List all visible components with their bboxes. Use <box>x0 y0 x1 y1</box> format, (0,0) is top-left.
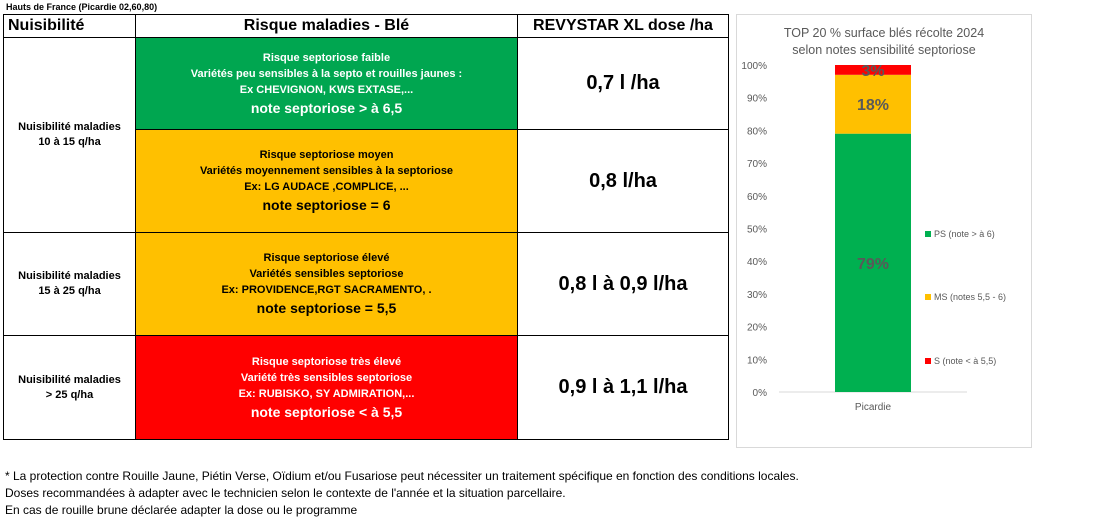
nuisibilite-line2: 10 à 15 q/ha <box>38 136 101 148</box>
dose-cell: 0,9 l à 1,1 l/ha <box>517 335 729 440</box>
table-row: Nuisibilité maladies 10 à 15 q/ha Risque… <box>3 37 729 233</box>
data-label: 18% <box>857 97 889 114</box>
table-row: Risque septoriose moyen Variétés moyenne… <box>4 129 729 233</box>
risk-note: note septoriose > à 6,5 <box>250 99 403 116</box>
risk-level: Risque septoriose faible <box>262 51 391 64</box>
header-dose: REVYSTAR XL dose /ha <box>517 14 729 38</box>
nuisibilite-cell: Nuisibilité maladies 10 à 15 q/ha <box>3 37 136 233</box>
y-tick-label: 10% <box>747 355 767 366</box>
risk-description: Variétés peu sensibles à la septo et rou… <box>190 67 463 80</box>
dose-cell: 0,8 l/ha <box>517 129 729 233</box>
y-tick-label: 30% <box>747 290 767 301</box>
risk-description: Variétés sensibles septoriose <box>249 268 404 280</box>
table-header-row: Nuisibilité Risque maladies - Blé REVYST… <box>3 14 729 38</box>
data-label: 3% <box>861 63 884 80</box>
risk-description: Variétés moyennement sensibles à la sept… <box>199 165 454 177</box>
legend-marker <box>925 358 931 364</box>
risk-note: note septoriose = 6 <box>262 197 391 213</box>
footnote: * La protection contre Rouille Jaune, Pi… <box>5 469 799 483</box>
data-label: 79% <box>857 256 889 273</box>
bar-segment <box>835 133 911 393</box>
risk-level: Risque septoriose moyen <box>259 149 394 161</box>
bar-segment <box>835 65 911 75</box>
nuisibilite-line1: Nuisibilité maladies <box>18 121 121 133</box>
legend-label: S (note < à 5,5) <box>934 356 996 366</box>
y-tick-label: 100% <box>741 61 767 72</box>
risk-examples: Ex CHEVIGNON, KWS EXTASE,... <box>239 83 414 96</box>
bar-segment <box>835 74 911 134</box>
chart-title-line1: TOP 20 % surface blés récolte 2024 <box>783 26 985 40</box>
risk-examples: Ex: LG AUDACE ,COMPLICE, ... <box>244 181 409 193</box>
y-tick-label: 70% <box>747 159 767 170</box>
risk-note: note septoriose = 5,5 <box>256 300 397 316</box>
nuisibilite-line2: > 25 q/ha <box>45 388 94 401</box>
risk-cell-eleve: Risque septoriose élevé Variétés sensibl… <box>135 232 518 336</box>
risk-level: Risque septoriose élevé <box>263 252 390 264</box>
risk-examples: Ex: PROVIDENCE,RGT SACRAMENTO, . <box>221 284 432 296</box>
footnote: Doses recommandées à adapter avec le tec… <box>5 486 566 500</box>
nuisibilite-cell: Nuisibilité maladies 15 à 25 q/ha <box>3 232 136 336</box>
y-tick-label: 40% <box>747 257 767 268</box>
y-tick-label: 90% <box>747 94 767 105</box>
y-tick-label: 20% <box>747 323 767 334</box>
risk-table: Nuisibilité Risque maladies - Blé REVYST… <box>3 14 729 440</box>
chart-title-line2: selon notes sensibilité septoriose <box>792 43 976 57</box>
y-tick-label: 50% <box>747 225 767 236</box>
table-row: Nuisibilité maladies 15 à 25 q/ha Risque… <box>3 232 729 336</box>
risk-note: note septoriose < à 5,5 <box>250 403 403 420</box>
dose-cell: 0,7 l /ha <box>517 37 729 130</box>
nuisibilite-line2: 15 à 25 q/ha <box>38 285 101 297</box>
nuisibilite-line1: Nuisibilité maladies <box>18 270 121 282</box>
header-risque: Risque maladies - Blé <box>135 14 518 38</box>
risk-description: Variété très sensibles septoriose <box>240 371 413 384</box>
risk-cell-moyen: Risque septoriose moyen Variétés moyenne… <box>135 129 518 233</box>
legend-label: PS (note > à 6) <box>934 229 995 239</box>
chart-title: TOP 20 % surface blés récolte 2024 selon… <box>737 25 1031 59</box>
header-nuisibilite: Nuisibilité <box>3 14 136 38</box>
region-label: Hauts de France (Picardie 02,60,80) <box>6 2 158 12</box>
footnotes: * La protection contre Rouille Jaune, Pi… <box>5 468 799 519</box>
risk-cell-tres-eleve: Risque septoriose très élevé Variété trè… <box>135 335 518 440</box>
dose-cell: 0,8 l à 0,9 l/ha <box>517 232 729 336</box>
y-tick-label: 0% <box>753 388 768 399</box>
stacked-bar-chart: 0% 10% 20% 30% 40% 50% 60% 70% 80% 90% 100% 79% 18% 3… <box>741 61 1006 413</box>
y-tick-label: 80% <box>747 126 767 137</box>
y-tick-label: 60% <box>747 192 767 203</box>
chart-panel: TOP 20 % surface blés récolte 2024 selon… <box>736 14 1032 448</box>
legend-marker <box>925 294 931 300</box>
risk-level: Risque septoriose très élevé <box>251 355 402 368</box>
legend-label: MS (notes 5,5 - 6) <box>934 292 1006 302</box>
risk-examples: Ex: RUBISKO, SY ADMIRATION,... <box>238 387 415 400</box>
risk-cell-faible: Risque septoriose faible Variétés peu se… <box>135 37 518 130</box>
nuisibilite-line1: Nuisibilité maladies <box>18 373 121 386</box>
nuisibilite-cell: Nuisibilité maladies > 25 q/ha <box>3 335 136 440</box>
footnote: En cas de rouille brune déclarée adapter… <box>5 503 358 517</box>
x-tick-label: Picardie <box>855 402 892 413</box>
legend-marker <box>925 231 931 237</box>
table-row: Nuisibilité maladies > 25 q/ha Risque se… <box>3 335 729 440</box>
